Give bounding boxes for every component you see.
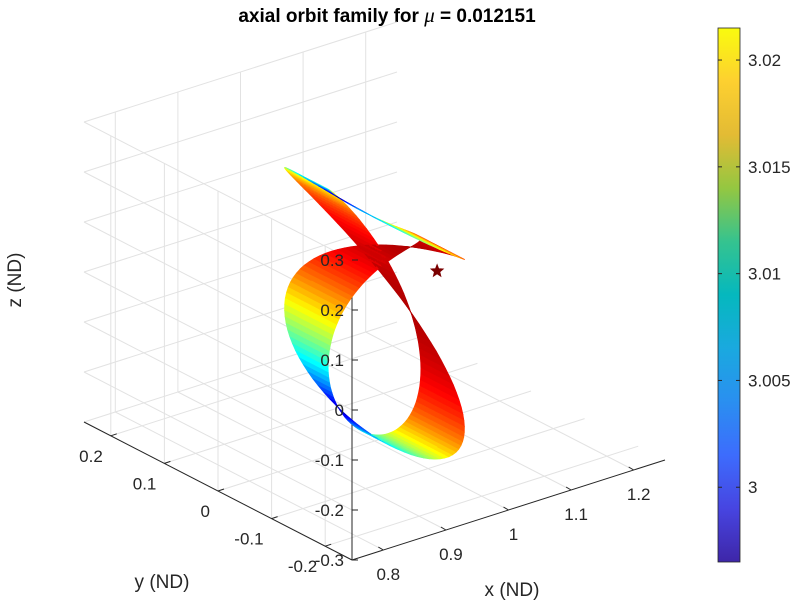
grid-line-z-back — [83, 71, 398, 173]
x-tick-label: 0.8 — [376, 565, 400, 584]
y-tick-mark — [217, 488, 225, 492]
x-tick-mark — [628, 466, 634, 471]
grid-line-z-back — [83, 321, 398, 423]
surface-patch — [448, 450, 457, 456]
y-tick-label: 0.1 — [133, 474, 157, 493]
y-tick-label: 0 — [201, 502, 210, 521]
colorbar-tick-label: 3.02 — [748, 51, 781, 70]
axis-ticks: 0.80.911.11.2-0.2-0.100.10.2-0.3-0.2-0.1… — [79, 251, 650, 584]
colorbar: 3 3.005 3.01 3.015 3.02 — [717, 27, 791, 563]
z-tick-label: 0 — [335, 401, 344, 420]
z-tick-label: 0.2 — [320, 301, 344, 320]
x-tick-mark — [378, 546, 384, 551]
grid-line-z-side — [83, 321, 353, 461]
chart-title: axial orbit family for μ = 0.012151 — [238, 3, 536, 27]
y-tick-mark — [271, 516, 278, 520]
grid-line-y-floor — [110, 335, 424, 437]
x-tick-mark — [503, 506, 509, 511]
x-tick-label: 1 — [509, 525, 518, 544]
colorbar-tick-label: 3.005 — [748, 371, 791, 390]
surface-patch — [448, 252, 457, 257]
marker-layer — [429, 263, 445, 278]
z-axis-label: z (ND) — [5, 253, 26, 308]
grid-line-z-back — [83, 121, 398, 223]
grid-line-z-side — [83, 121, 353, 261]
y-axis-label: y (ND) — [135, 572, 190, 593]
colorbar-bar — [717, 27, 741, 563]
y-tick-mark — [110, 433, 117, 437]
grid-line-z-back — [83, 21, 398, 123]
y-tick-label: -0.1 — [234, 530, 263, 549]
grid-line-y-floor — [217, 390, 532, 492]
surface-patch — [408, 307, 412, 315]
colorbar-tick-label: 3 — [748, 478, 757, 497]
y-tick-label: 0.2 — [79, 447, 103, 466]
z-tick-label: 0.1 — [320, 351, 344, 370]
z-tick-label: -0.2 — [315, 501, 344, 520]
x-tick-label: 0.9 — [439, 545, 463, 564]
x-tick-mark — [440, 526, 447, 531]
x-tick-mark — [565, 486, 572, 491]
grid-line-z-side — [83, 271, 353, 411]
grid-line-z-back — [83, 171, 398, 273]
axes-grid — [83, 21, 639, 561]
x-axis-label: x (ND) — [485, 580, 540, 601]
star-marker — [429, 263, 445, 278]
grid-line-z-back — [83, 221, 398, 323]
z-tick-label: -0.3 — [315, 551, 344, 570]
z-tick-label: -0.1 — [315, 451, 344, 470]
colorbar-tick-label: 3.01 — [748, 265, 781, 284]
y-tick-mark — [164, 460, 171, 464]
colorbar-tick-label: 3.015 — [748, 158, 791, 177]
y-tick-label: -0.2 — [288, 557, 317, 576]
z-tick-label: 0.3 — [320, 251, 344, 270]
x-tick-label: 1.1 — [564, 505, 588, 524]
x-tick-label: 1.2 — [627, 485, 651, 504]
grid-line-y-floor — [325, 445, 639, 547]
orbit-surface — [284, 167, 465, 460]
y-tick-mark — [325, 543, 332, 547]
grid-line-z-side — [83, 371, 353, 511]
grid-line-y-floor — [271, 418, 585, 520]
